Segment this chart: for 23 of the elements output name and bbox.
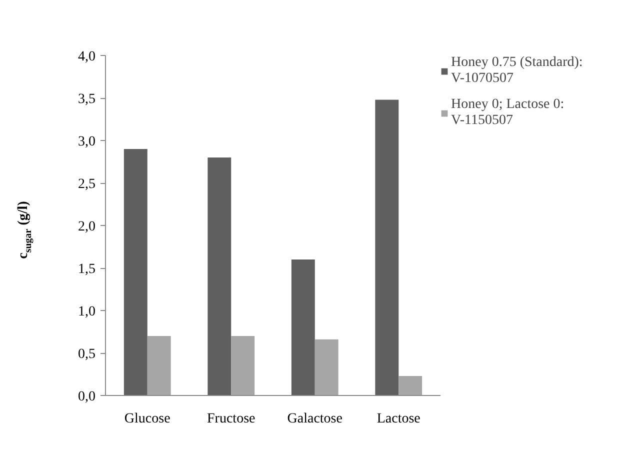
y-tick-label: 1,5	[78, 262, 96, 277]
bar	[314, 339, 338, 396]
legend-label: Honey 0.75 (Standard): V-1070507	[451, 55, 583, 87]
x-tick-label: Fructose	[207, 412, 256, 426]
y-tick-label: 0,5	[78, 347, 96, 362]
bar	[291, 260, 315, 396]
y-tick-label: 3,5	[78, 92, 96, 107]
y-tick-label: 2,5	[78, 177, 96, 192]
y-tick-label: 0,0	[78, 390, 96, 404]
x-tick-label: Glucose	[124, 412, 170, 426]
y-tick-label: 3,0	[78, 134, 96, 150]
bar	[147, 336, 171, 396]
bar	[231, 336, 255, 396]
y-tick-label: 1,0	[78, 304, 96, 320]
x-tick-label: Galactose	[287, 412, 342, 426]
bar	[208, 158, 232, 396]
legend-label: Honey 0; Lactose 0: V-1150507	[451, 97, 564, 129]
x-tick-label: Lactose	[376, 412, 420, 426]
y-tick-label: 2,0	[78, 220, 96, 234]
bar	[124, 149, 148, 396]
bar	[398, 376, 422, 396]
bar	[375, 100, 399, 396]
y-tick-label: 4,0	[78, 50, 96, 64]
